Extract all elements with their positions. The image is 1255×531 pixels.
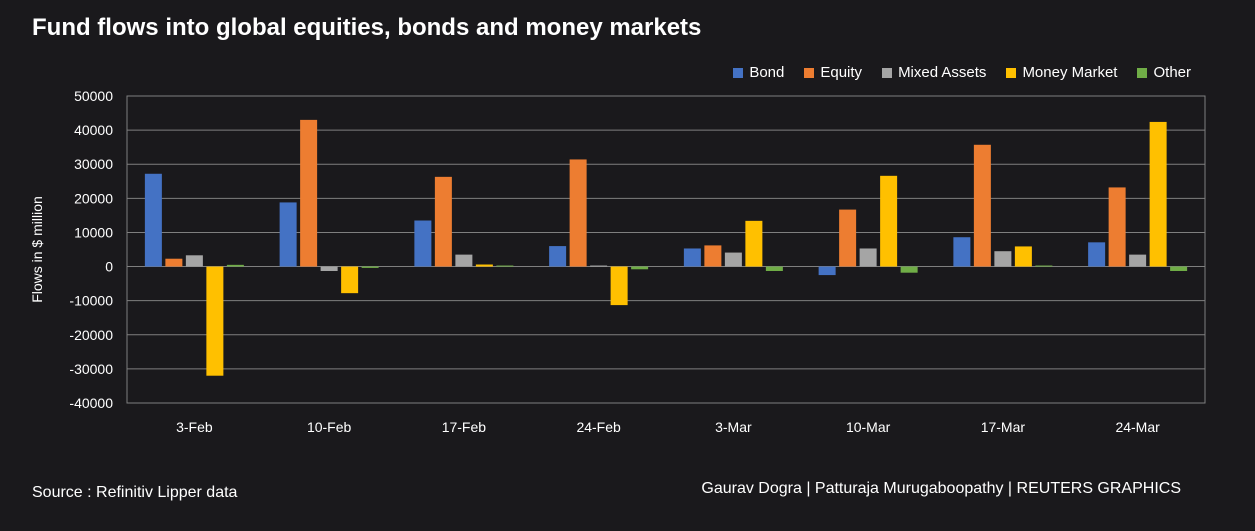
legend-swatch	[882, 67, 893, 78]
bar-mixed-assets	[994, 251, 1012, 267]
bar-mixed-assets	[185, 255, 203, 267]
bar-bond	[414, 220, 432, 267]
y-axis-label: Flows in $ million	[29, 196, 45, 303]
bar-other	[1035, 265, 1053, 267]
legend-item-other: Other	[1137, 64, 1191, 81]
bar-other	[226, 264, 244, 267]
bar-equity	[300, 119, 318, 267]
bar-other	[765, 266, 783, 271]
bar-other	[496, 265, 514, 267]
bar-money-market	[475, 264, 493, 267]
bar-money-market	[745, 220, 763, 267]
bar-equity	[569, 159, 587, 267]
chart-title: Fund flows into global equities, bonds a…	[32, 14, 702, 41]
bar-bond	[953, 237, 971, 267]
x-tick-label: 17-Feb	[442, 419, 487, 435]
bar-other	[361, 266, 379, 268]
bar-money-market	[1149, 121, 1167, 267]
credit-note: Gaurav Dogra | Patturaja Murugaboopathy …	[701, 480, 1181, 497]
bar-bond	[1088, 242, 1106, 267]
y-tick-label: 0	[105, 259, 113, 275]
legend-swatch	[1006, 67, 1017, 78]
bar-bond	[549, 246, 567, 267]
bar-equity	[839, 209, 857, 267]
legend-label: Bond	[749, 64, 785, 81]
bar-other	[631, 266, 649, 270]
legend-item-mixed-assets: Mixed Assets	[882, 64, 986, 81]
bar-equity	[704, 245, 722, 267]
x-tick-label: 24-Feb	[576, 419, 621, 435]
legend-swatch	[733, 67, 744, 78]
legend-swatch	[1137, 67, 1148, 78]
legend-label: Mixed Assets	[898, 64, 987, 81]
y-tick-label: 30000	[74, 156, 113, 172]
x-tick-label: 3-Mar	[715, 419, 752, 435]
legend-swatch	[804, 67, 815, 78]
plot-border	[126, 95, 1206, 404]
legend-item-money-market: Money Market	[1006, 64, 1117, 81]
bar-mixed-assets	[590, 265, 608, 267]
x-tick-label: 24-Mar	[1115, 419, 1160, 435]
bar-bond	[279, 202, 297, 267]
bar-equity	[973, 144, 991, 267]
x-tick-label: 17-Mar	[981, 419, 1026, 435]
y-tick-label: 20000	[74, 190, 113, 206]
y-tick-label: -30000	[69, 361, 113, 377]
bar-mixed-assets	[859, 248, 877, 267]
bar-money-market	[206, 266, 224, 376]
legend-item-bond: Bond	[733, 64, 784, 81]
y-tick-label: 50000	[74, 88, 113, 104]
bar-equity	[165, 258, 183, 267]
chart-legend: Bond Equity Mixed Assets Money Market Other	[733, 64, 1191, 81]
legend-label: Other	[1153, 64, 1191, 81]
y-tick-label: 40000	[74, 122, 113, 138]
bar-money-market	[880, 175, 898, 267]
bar-money-market	[610, 266, 628, 306]
bar-other	[1170, 266, 1188, 271]
bar-mixed-assets	[320, 266, 338, 271]
bar-money-market	[341, 266, 359, 294]
bar-bond	[144, 173, 162, 267]
legend-label: Money Market	[1022, 64, 1118, 81]
x-tick-label: 3-Feb	[176, 419, 213, 435]
bar-mixed-assets	[455, 254, 473, 267]
bar-equity	[1108, 187, 1126, 267]
y-tick-label: -40000	[69, 395, 113, 411]
x-tick-label: 10-Feb	[307, 419, 352, 435]
source-note: Source : Refinitiv Lipper data	[32, 484, 238, 501]
bar-mixed-assets	[724, 252, 742, 267]
y-tick-label: 10000	[74, 224, 113, 240]
bar-mixed-assets	[1129, 254, 1147, 267]
legend-item-equity: Equity	[804, 64, 862, 81]
bar-equity	[434, 176, 452, 267]
bar-other	[900, 266, 918, 273]
x-tick-label: 10-Mar	[846, 419, 891, 435]
legend-label: Equity	[820, 64, 863, 81]
bar-bond	[818, 266, 836, 276]
bar-bond	[683, 248, 701, 267]
bar-money-market	[1014, 246, 1032, 267]
y-tick-label: -20000	[69, 327, 113, 343]
y-tick-label: -10000	[69, 293, 113, 309]
